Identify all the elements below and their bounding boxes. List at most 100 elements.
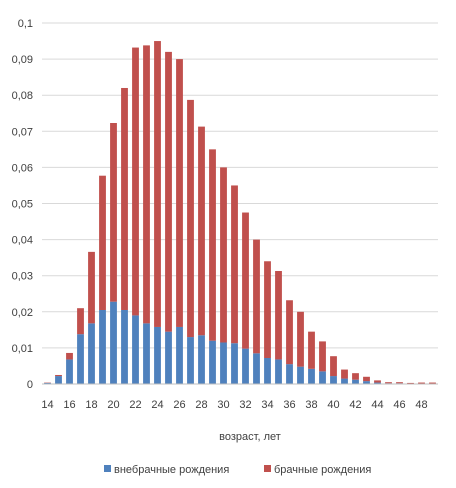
x-tick-label: 18 [85,399,97,411]
bar-segment-extramarital [132,315,139,384]
x-tick-label: 44 [371,399,383,411]
x-tick-label: 30 [217,399,229,411]
legend-swatch [264,465,271,472]
bar-segment-marital [209,149,216,341]
bar-segment-marital [330,356,337,377]
x-tick-label: 42 [349,399,361,411]
bar-segment-extramarital [341,378,348,384]
y-tick-label: 0,05 [12,199,33,211]
x-tick-label: 38 [305,399,317,411]
bar-segment-marital [374,380,381,383]
bar-segment-extramarital [154,326,161,384]
bar-segment-marital [77,308,84,335]
bar-segment-extramarital [275,359,282,384]
bar-segment-marital [308,331,315,369]
bar-segment-marital [319,341,326,372]
bar-segment-marital [110,123,117,302]
legend-label: внебрачные рождения [114,464,229,476]
bar-segment-marital [418,382,425,384]
bar-segment-extramarital [231,343,238,384]
bar-segment-marital [429,382,436,384]
x-tick-label: 14 [41,399,53,411]
bar-segment-marital [297,311,304,367]
bar-segment-extramarital [220,342,227,384]
bar-segment-marital [407,382,414,384]
y-tick-label: 0,04 [12,235,33,247]
bar-segment-extramarital [187,337,194,384]
y-tick-label: 0,01 [12,343,33,355]
x-tick-label: 28 [195,399,207,411]
bar-segment-marital [385,382,392,384]
bar-segment-marital [396,382,403,384]
bar-segment-marital [253,239,260,354]
bar-segment-extramarital [209,340,216,384]
bar-segment-marital [286,300,293,365]
bar-segment-extramarital [297,366,304,384]
x-axis-title: возраст, лет [219,431,281,443]
bar-segment-extramarital [66,359,73,384]
bar-segment-extramarital [319,371,326,384]
bar-segment-extramarital [308,368,315,384]
bar-segment-extramarital [176,326,183,384]
bar-segment-marital [143,45,150,324]
y-tick-label: 0,07 [12,126,33,138]
legend-swatch [104,465,111,472]
x-tick-label: 36 [283,399,295,411]
bar-segment-marital [275,271,282,360]
bar-segment-marital [121,87,128,310]
bar-segment-extramarital [99,310,106,384]
bar-segment-marital [99,175,106,310]
bar-segment-marital [352,373,359,380]
bar-segment-marital [220,167,227,343]
bar-segment-extramarital [363,381,370,384]
x-axis-tick-labels: 14 16 18 20 22 24 26 28 30 32 34 36 38 40 42 44 46 48 [41,399,427,411]
legend: внебрачные рождения брачные рождения [104,464,371,476]
x-tick-label: 20 [107,399,119,411]
bar-segment-extramarital [253,353,260,384]
bar-segment-marital [176,59,183,327]
bar-segment-extramarital [264,358,271,384]
bar-segment-marital [363,376,370,382]
bar-segment-extramarital [286,364,293,384]
gridlines [42,22,438,349]
bar-segment-marital [55,374,62,377]
bar-segment-extramarital [143,323,150,384]
bar-segment-marital [154,41,161,327]
y-tick-label: 0,03 [12,271,33,283]
x-tick-label: 46 [393,399,405,411]
bar-segment-extramarital [77,334,84,384]
bar-segment-extramarital [242,348,249,384]
bar-segment-marital [165,51,172,332]
bar-segment-marital [341,369,348,379]
bar-segment-extramarital [55,376,62,384]
legend-label: брачные рождения [274,464,371,476]
bar-segment-extramarital [121,310,128,384]
y-tick-label: 0,06 [12,162,33,174]
y-tick-label: 0,02 [12,307,33,319]
bar-segment-marital [242,212,249,349]
x-tick-label: 48 [415,399,427,411]
x-tick-label: 32 [239,399,251,411]
y-tick-label: 0 [27,379,33,391]
bar-segment-extramarital [330,376,337,384]
bar-segment-extramarital [352,379,359,384]
y-tick-label: 0,08 [12,90,33,102]
x-tick-label: 22 [129,399,141,411]
x-tick-label: 16 [63,399,75,411]
bar-segment-extramarital [44,382,51,384]
bar-segment-marital [198,126,205,336]
bars [44,41,436,384]
bar-segment-extramarital [374,382,381,384]
x-tick-label: 26 [173,399,185,411]
x-tick-label: 40 [327,399,339,411]
y-tick-label: 0,1 [18,18,33,30]
y-tick-label: 0,09 [12,54,33,66]
y-axis-tick-labels: 0 0,01 0,02 0,03 0,04 0,05 0,06 0,07 0,08 0,09 0,1 [12,18,33,391]
bar-segment-marital [66,352,73,360]
bar-segment-extramarital [198,335,205,384]
bar-segment-marital [88,251,95,324]
x-tick-label: 34 [261,399,273,411]
bar-segment-marital [231,185,238,344]
bar-segment-marital [132,47,139,316]
